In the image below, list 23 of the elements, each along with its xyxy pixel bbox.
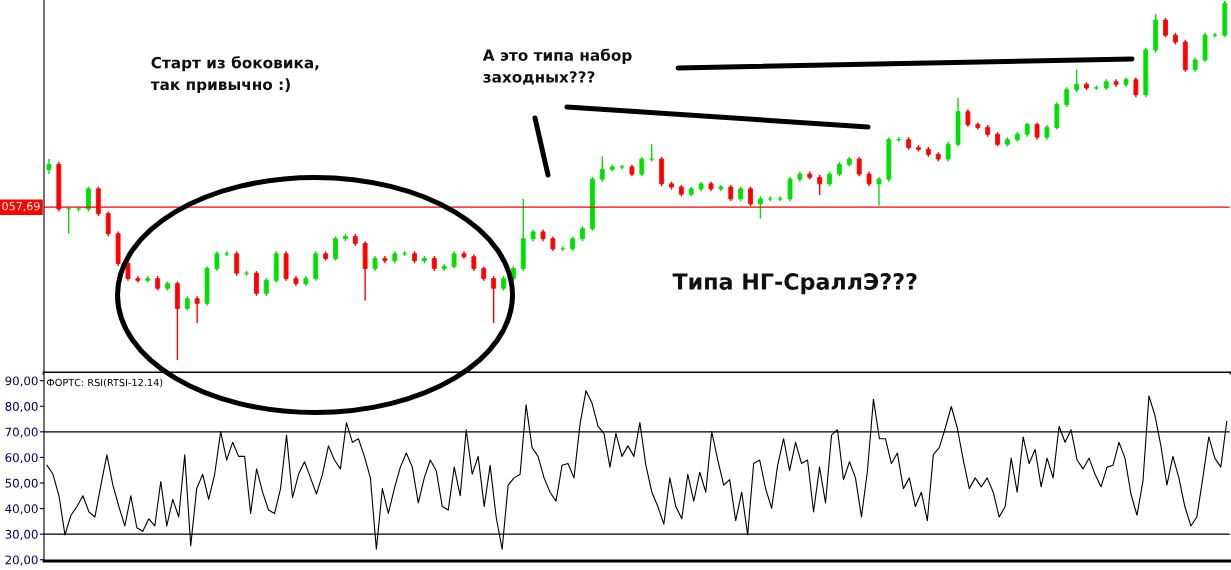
y-tick-label: 40,00 (5, 504, 38, 515)
annotation: 057,69 (2, 201, 40, 212)
candlestick (758, 195, 763, 220)
y-tick-label: 50,00 (5, 478, 38, 489)
candlestick (1123, 76, 1129, 88)
candlestick (797, 170, 803, 183)
y-tick-label: 80,00 (5, 401, 38, 413)
y-tick-label: 90,00 (5, 376, 38, 387)
text: ФОРТС: RSI(RTSI-12.14) (46, 378, 163, 388)
annotation: Старт из боковика, так привычно :) (150, 56, 319, 94)
candlestick (718, 184, 724, 193)
y-tick-label: 60,00 (5, 453, 38, 464)
candlestick (876, 176, 882, 207)
candlestick (629, 164, 635, 177)
y-tick-label: 20,00 (5, 555, 38, 566)
y-tick-label: 30,00 (5, 529, 38, 540)
candlestick (1163, 17, 1168, 39)
annotation: А это типа набор заходных??? (482, 48, 632, 85)
candlestick (787, 176, 793, 202)
candlestick (461, 250, 467, 260)
annotation: Типа НГ-СраллЭ??? (672, 273, 917, 295)
y-tick-label: 70,00 (5, 427, 38, 438)
candlestick (856, 156, 862, 177)
